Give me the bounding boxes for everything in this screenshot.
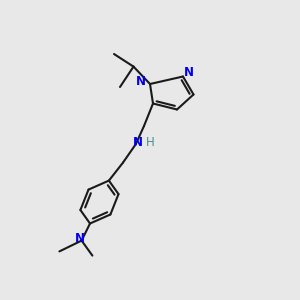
Text: N: N (136, 75, 146, 88)
Text: N: N (132, 136, 142, 149)
Text: H: H (146, 136, 155, 149)
Text: N: N (184, 66, 194, 79)
Text: N: N (75, 232, 85, 245)
